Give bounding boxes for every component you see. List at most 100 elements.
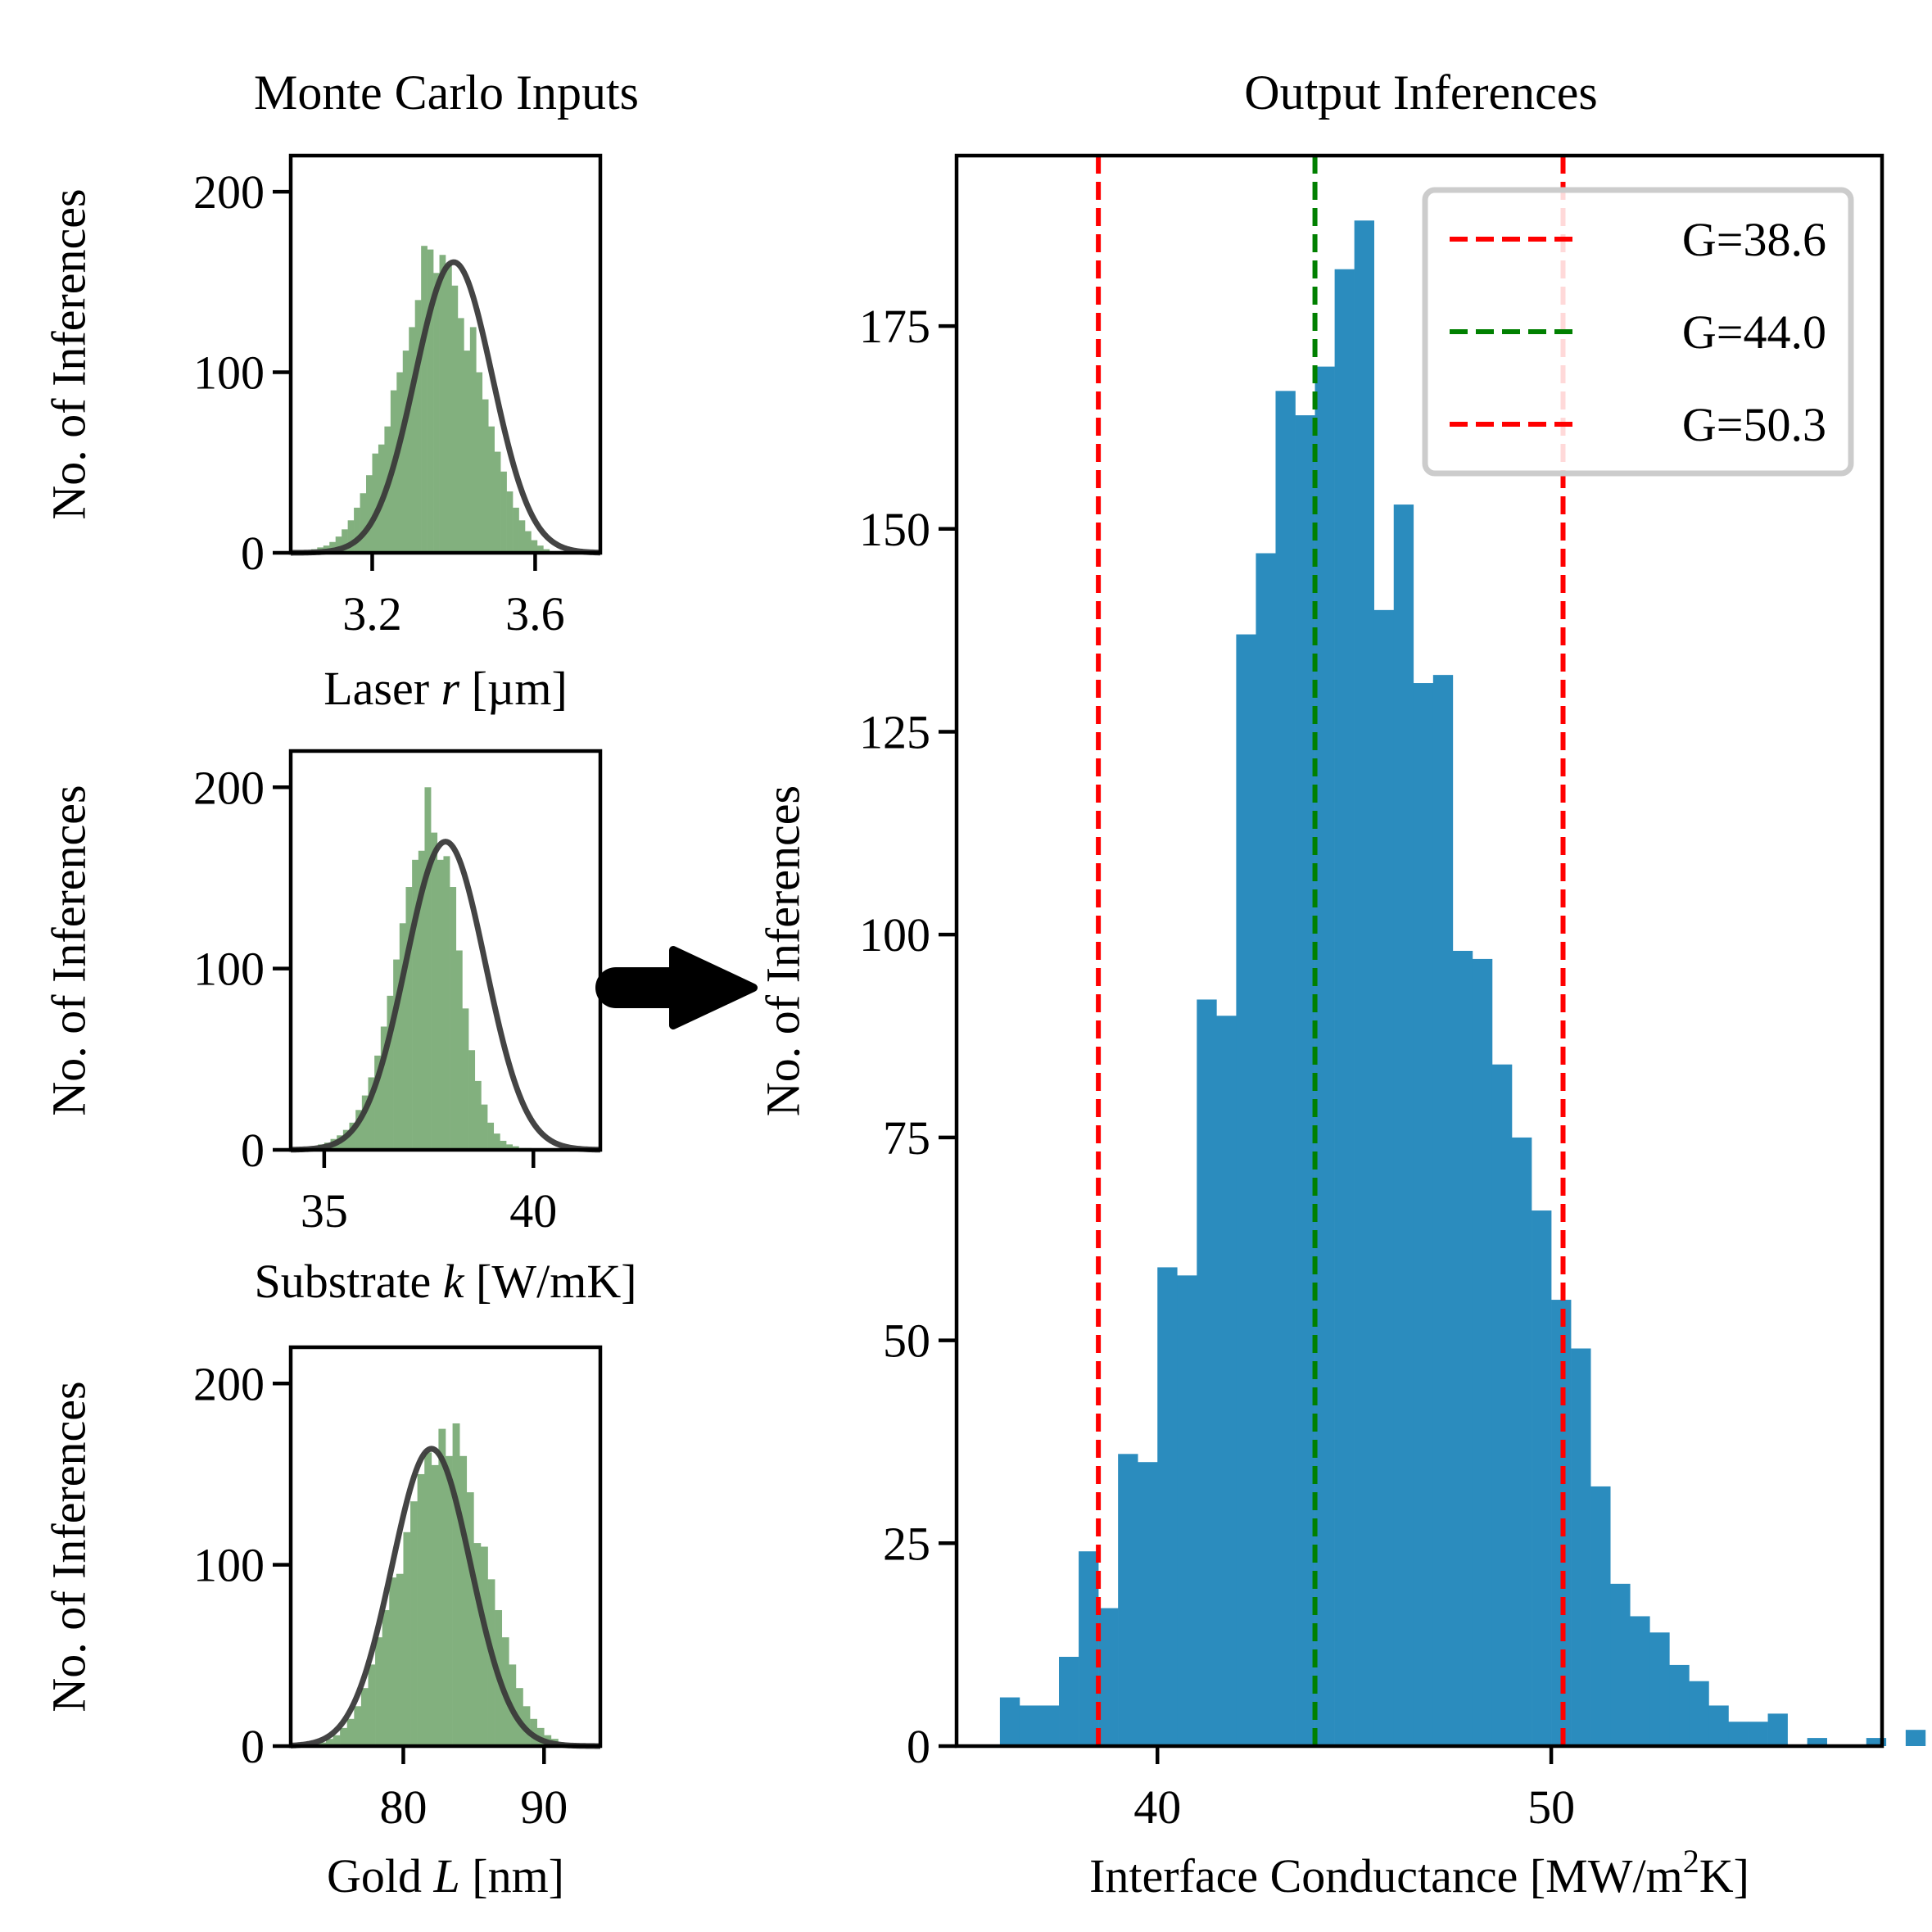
y-tick-label: 125 — [859, 705, 930, 758]
histogram-bar — [1177, 1275, 1197, 1746]
legend-entry: G=38.6 — [1682, 213, 1826, 266]
histogram-bar — [410, 1501, 418, 1746]
histogram-bar — [1079, 1551, 1099, 1746]
legend: G=38.6 G=44.0 G=50.3 — [1422, 187, 1854, 477]
histogram-bar — [368, 1077, 375, 1150]
histogram-bar — [1019, 1705, 1040, 1746]
x-tick-label: 40 — [509, 1184, 557, 1237]
histogram-bar — [375, 1637, 382, 1746]
normal-fit-curve — [290, 839, 601, 1153]
histogram-bar — [1236, 634, 1256, 1747]
bars-group — [305, 1423, 580, 1746]
histogram-bar — [1314, 366, 1335, 1746]
gold-l-histogram-panel: 0 100 200 80 90 No. of Inferences Gold L [nm] — [42, 1345, 603, 1903]
histogram-bar — [1059, 1657, 1079, 1746]
histogram-bar — [431, 832, 438, 1150]
histogram-bar — [396, 372, 404, 553]
histogram-bar — [396, 1573, 404, 1746]
histogram-bar — [466, 1492, 474, 1746]
histogram-bar — [387, 995, 394, 1150]
histogram-bar — [1256, 553, 1276, 1746]
legend-entry: G=50.3 — [1682, 398, 1826, 451]
histogram-bar — [374, 1055, 382, 1150]
histogram-bar — [1649, 1632, 1670, 1746]
histogram-bar — [417, 1473, 425, 1746]
histogram-bar — [1472, 958, 1493, 1746]
histogram-bar — [1512, 1137, 1532, 1746]
y-axis-title: No. of Inferences — [42, 785, 95, 1115]
histogram-bar — [999, 1697, 1020, 1746]
y-tick-label: 200 — [193, 761, 265, 814]
histogram-bar — [468, 1050, 476, 1150]
histogram-bar — [439, 255, 446, 553]
y-axis-title: No. of Inferences — [42, 188, 95, 519]
y-axis-title: No. of Inferences — [756, 785, 809, 1116]
normal-fit-curve — [290, 1446, 600, 1749]
histogram-bar — [476, 372, 483, 553]
y-tick-label: 100 — [859, 908, 930, 961]
x-axis-title: Gold L [nm] — [327, 1849, 564, 1903]
output-inferences-histogram-panel: 0 25 50 75 100 125 150 175 40 50 No. of Inferences… — [756, 153, 1926, 1903]
histogram-bar — [1393, 504, 1414, 1746]
histogram-bar — [1038, 1705, 1060, 1746]
legend-box — [1422, 187, 1854, 477]
x-axis-title: Laser r [µm] — [324, 662, 568, 715]
histogram-bar — [493, 1133, 500, 1150]
histogram-bar — [1413, 683, 1434, 1746]
histogram-bar — [452, 1423, 460, 1746]
y-tick-label: 100 — [193, 346, 265, 400]
histogram-bar — [1748, 1722, 1768, 1746]
histogram-bar — [500, 471, 507, 553]
y-tick-label: 0 — [241, 527, 265, 580]
arrow-icon — [595, 946, 758, 1029]
histogram-bar — [488, 426, 495, 553]
histogram-bar — [524, 531, 532, 553]
x-tick-label: 3.2 — [342, 587, 402, 640]
histogram-bar — [459, 1455, 468, 1746]
histogram-bar — [1098, 1608, 1119, 1746]
histogram-bar — [506, 1144, 514, 1150]
histogram-bar — [1452, 951, 1473, 1746]
histogram-bar — [380, 1026, 387, 1150]
axes-frame — [288, 749, 603, 1152]
histogram-bar — [355, 1110, 363, 1150]
histogram-bar — [1373, 609, 1395, 1746]
histogram-bar — [500, 1140, 507, 1150]
histogram-bar — [1590, 1486, 1611, 1746]
histogram-bar — [342, 529, 348, 553]
title-outputs: Output Inferences — [1244, 66, 1597, 120]
histogram-bar — [354, 1706, 362, 1746]
histogram-bar — [421, 246, 428, 553]
histogram-bar — [427, 249, 434, 553]
axes-frame — [288, 1345, 603, 1749]
y-tick-label: 50 — [883, 1314, 930, 1368]
axes-frame — [954, 153, 1884, 1749]
histogram-bar — [346, 1718, 355, 1746]
histogram-bar — [368, 1664, 376, 1746]
histogram-bar — [1571, 1348, 1591, 1746]
title-inputs: Monte Carlo Inputs — [254, 66, 639, 120]
histogram-bar — [438, 1428, 446, 1746]
histogram-bar — [389, 1577, 397, 1746]
y-tick-label: 100 — [193, 943, 265, 996]
y-tick-label: 0 — [241, 1124, 265, 1177]
histogram-bar — [333, 1735, 341, 1746]
histogram-bar — [366, 475, 373, 553]
y-tick-label: 100 — [193, 1539, 265, 1592]
histogram-bar — [403, 1532, 411, 1746]
histogram-bar — [431, 1464, 439, 1746]
histogram-bar — [481, 1104, 488, 1150]
y-tick-label: 200 — [193, 165, 265, 219]
bars-group — [298, 246, 563, 553]
y-tick-label: 75 — [883, 1111, 930, 1165]
histogram-bar — [412, 859, 419, 1150]
x-tick-label: 40 — [1133, 1780, 1181, 1834]
histogram-bar — [1197, 999, 1217, 1746]
histogram-bar — [329, 541, 337, 553]
histogram-bar — [372, 453, 379, 553]
bars-group — [299, 787, 532, 1150]
histogram-bar — [506, 491, 514, 553]
histogram-bar — [399, 923, 406, 1150]
histogram-bar — [446, 1455, 453, 1746]
histogram-bar — [360, 1688, 369, 1746]
